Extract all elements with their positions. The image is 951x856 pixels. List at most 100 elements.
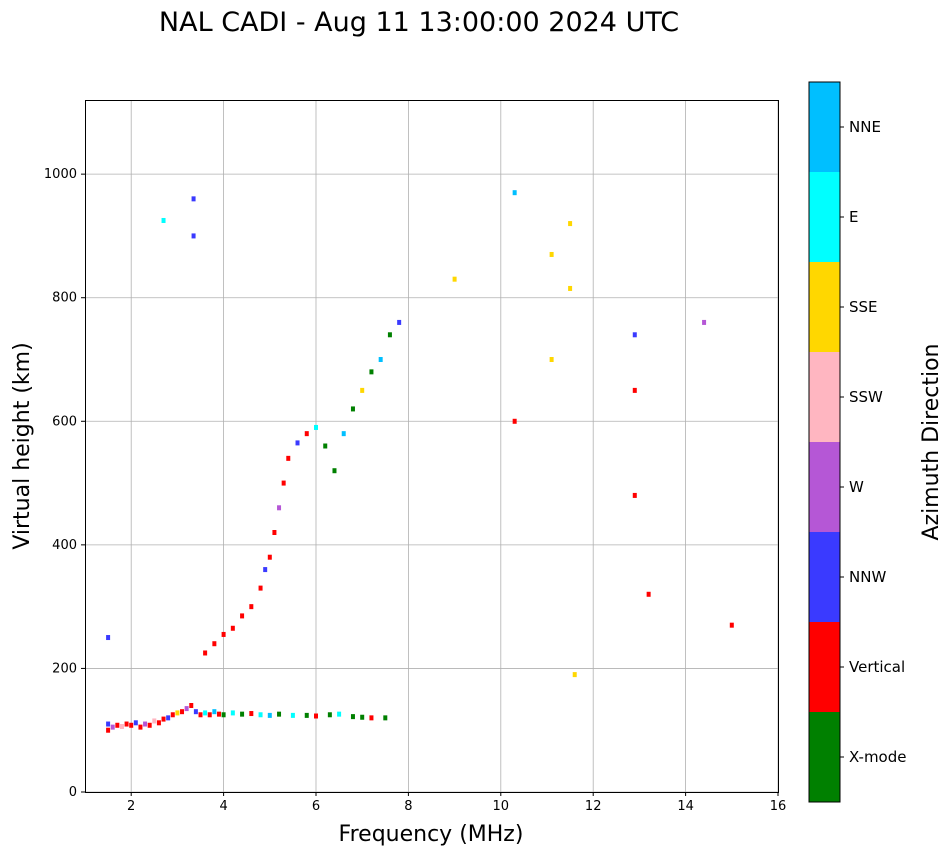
- colorbar-frame: [808, 81, 841, 803]
- echo-point: [341, 431, 346, 437]
- colorbar-label: SSE: [849, 298, 878, 316]
- echo-point: [119, 724, 124, 730]
- x-axis-label: Frequency (MHz): [339, 822, 524, 847]
- colorbar-label: X-mode: [849, 748, 906, 766]
- echo-point: [360, 714, 365, 720]
- y-tick-label: 400: [52, 538, 77, 553]
- echo-point: [632, 387, 637, 393]
- echo-point: [143, 721, 148, 727]
- echo-point: [106, 721, 111, 727]
- azimuth-colorbar: X-mode Vertical NNW W SSW SSE E NNE: [808, 81, 906, 803]
- echo-point: [369, 369, 374, 375]
- y-tick-label: 600: [52, 414, 77, 429]
- series-1: [203, 319, 402, 656]
- echo-point: [272, 530, 277, 535]
- echo-point: [203, 650, 208, 656]
- colorbar-segment: [809, 622, 840, 712]
- echo-point: [249, 711, 254, 717]
- echo-point: [249, 604, 254, 610]
- echo-point: [124, 721, 129, 727]
- echo-point: [323, 443, 328, 449]
- echo-point: [572, 672, 577, 678]
- echo-point: [110, 724, 115, 730]
- echo-point: [230, 625, 235, 631]
- echo-point: [729, 622, 734, 628]
- colorbar-segment: [809, 262, 840, 352]
- x-tick-label: 6: [312, 799, 320, 814]
- echo-point: [263, 567, 268, 573]
- colorbar-label: W: [849, 478, 864, 496]
- echo-point: [152, 718, 157, 724]
- echo-point: [106, 727, 111, 733]
- colorbar-title: Azimuth Direction: [919, 343, 944, 540]
- echo-point: [221, 631, 226, 637]
- echo-point: [138, 724, 143, 730]
- echo-point: [452, 276, 457, 282]
- echo-point: [203, 710, 208, 716]
- echo-point: [387, 332, 392, 338]
- echo-point: [267, 554, 272, 560]
- echo-point: [147, 722, 152, 728]
- series-2: [161, 190, 734, 678]
- echo-point: [290, 712, 295, 718]
- echo-point: [632, 492, 637, 498]
- echo-point: [277, 505, 282, 511]
- echo-point: [383, 715, 388, 721]
- echo-point: [180, 709, 185, 715]
- grid-lines: [85, 100, 779, 793]
- echo-point: [189, 703, 194, 708]
- y-tick-label: 1000: [44, 167, 77, 182]
- echo-point: [193, 709, 198, 715]
- echo-point: [207, 712, 212, 718]
- echo-point: [184, 706, 189, 712]
- echo-point: [702, 319, 707, 325]
- echo-point: [212, 709, 217, 715]
- echo-point: [115, 722, 120, 728]
- echo-point: [175, 710, 180, 716]
- echo-point: [332, 468, 337, 474]
- echo-point: [267, 712, 272, 718]
- colorbar-label: Vertical: [849, 658, 905, 676]
- echo-point: [170, 712, 175, 718]
- echo-point: [277, 711, 282, 717]
- echo-point: [216, 711, 221, 717]
- echo-point: [568, 221, 573, 227]
- echo-point: [295, 440, 300, 446]
- echo-point: [198, 712, 203, 718]
- y-tick-label: 800: [52, 291, 77, 306]
- echo-point: [378, 357, 383, 362]
- echo-point: [161, 217, 166, 223]
- echo-point: [549, 357, 554, 362]
- chart-title: NAL CADI - Aug 11 13:00:00 2024 UTC: [159, 7, 679, 38]
- echo-point: [314, 713, 318, 719]
- echo-point: [191, 233, 196, 239]
- echo-point: [512, 418, 517, 424]
- echo-point: [568, 285, 573, 291]
- echo-point: [133, 720, 138, 726]
- echo-point: [314, 424, 318, 430]
- echo-point: [304, 431, 309, 437]
- series-0: [106, 635, 388, 733]
- echo-point: [221, 712, 226, 718]
- echo-point: [166, 715, 171, 721]
- x-tick-label: 16: [770, 799, 787, 814]
- colorbar-segment: [809, 172, 840, 262]
- echo-point: [369, 715, 374, 721]
- echo-point: [549, 251, 554, 257]
- echo-point: [161, 716, 166, 722]
- colorbar-label: SSW: [849, 388, 883, 406]
- colorbar-label: NNW: [849, 568, 886, 586]
- echo-point: [350, 714, 355, 720]
- colorbar-segment: [809, 82, 840, 172]
- x-axis-ticks: 2 4 6 8 10 12 14 16: [127, 792, 786, 814]
- data-marks: [106, 190, 734, 733]
- colorbar-label: E: [849, 208, 858, 226]
- echo-point: [397, 319, 402, 325]
- colorbar-segment: [809, 532, 840, 622]
- echo-point: [632, 332, 637, 338]
- echo-point: [240, 613, 245, 619]
- echo-point: [350, 406, 355, 412]
- y-tick-label: 0: [69, 785, 77, 800]
- colorbar-label: NNE: [849, 118, 881, 136]
